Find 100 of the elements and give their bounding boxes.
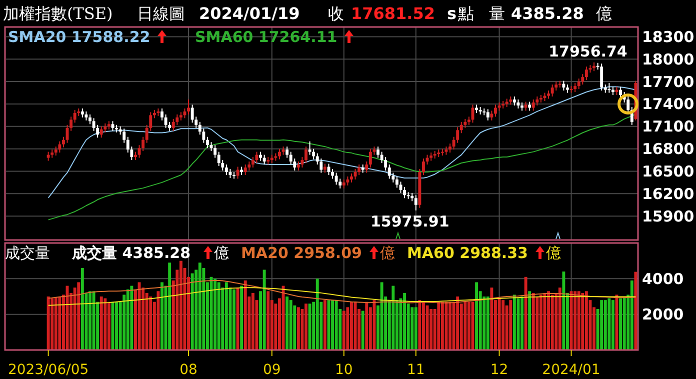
text: 量 bbox=[489, 4, 505, 23]
annotation: 17956.74 bbox=[548, 42, 628, 60]
bar bbox=[422, 302, 425, 350]
x-tick-label: 2024/01 bbox=[542, 362, 600, 378]
candlestick bbox=[368, 148, 372, 168]
bar bbox=[437, 302, 440, 350]
candlestick bbox=[414, 194, 418, 211]
bar bbox=[536, 296, 539, 350]
candlestick bbox=[581, 74, 584, 86]
x-tick-label: 11 bbox=[406, 362, 425, 378]
series-label: 成交量 4385.28 bbox=[71, 244, 191, 262]
line-series bbox=[48, 287, 636, 306]
bar bbox=[574, 291, 577, 350]
bar bbox=[304, 304, 308, 350]
candlestick bbox=[403, 186, 406, 199]
bar bbox=[168, 262, 172, 350]
y-tick-label: 16500 bbox=[642, 162, 694, 180]
x-tick-label: 2023/06/05 bbox=[8, 362, 89, 378]
y-tick-label: 18300 bbox=[642, 28, 694, 46]
bar bbox=[107, 302, 110, 350]
y-tick-label: 18000 bbox=[642, 50, 694, 68]
bar bbox=[266, 291, 270, 350]
candlestick bbox=[88, 114, 92, 125]
text: 收 bbox=[328, 4, 344, 23]
bar bbox=[464, 302, 467, 350]
bar bbox=[115, 302, 118, 350]
candlestick bbox=[58, 140, 62, 154]
bar bbox=[126, 289, 130, 350]
candlestick bbox=[300, 156, 304, 168]
x-tick-label: 10 bbox=[334, 362, 353, 378]
bar bbox=[217, 282, 220, 350]
y-tick-label: 15900 bbox=[642, 207, 694, 226]
bar bbox=[308, 304, 312, 350]
candlestick bbox=[187, 98, 190, 115]
candlestick bbox=[608, 82, 611, 94]
candlestick bbox=[224, 164, 228, 176]
bar bbox=[380, 282, 384, 350]
bar bbox=[160, 282, 164, 350]
bar bbox=[581, 292, 584, 350]
bar bbox=[600, 300, 604, 350]
y-tick-label: 17700 bbox=[642, 72, 694, 91]
bar bbox=[88, 291, 92, 350]
candlestick bbox=[532, 98, 535, 112]
bar bbox=[334, 300, 338, 350]
candlestick bbox=[486, 108, 490, 121]
bar bbox=[296, 307, 300, 350]
candlestick bbox=[236, 166, 240, 180]
candlestick bbox=[490, 110, 494, 121]
bar bbox=[528, 291, 532, 350]
bar bbox=[232, 289, 236, 350]
bar bbox=[50, 298, 54, 350]
bar bbox=[475, 282, 478, 350]
bar bbox=[350, 302, 353, 350]
bar bbox=[539, 294, 542, 350]
candlestick bbox=[562, 80, 566, 92]
bar bbox=[156, 291, 160, 350]
bar bbox=[289, 300, 292, 350]
bar bbox=[104, 298, 107, 350]
chart-title: 加權指數(TSE) bbox=[3, 4, 113, 23]
bar bbox=[440, 302, 444, 350]
bar bbox=[509, 300, 512, 350]
candlestick bbox=[62, 136, 65, 148]
bar bbox=[251, 292, 254, 350]
text: s bbox=[447, 4, 457, 23]
bar bbox=[323, 300, 326, 350]
candlestick bbox=[160, 108, 164, 121]
bar bbox=[524, 276, 528, 350]
bar bbox=[456, 296, 460, 350]
bar bbox=[100, 296, 103, 350]
bar bbox=[608, 298, 611, 350]
bar bbox=[224, 282, 228, 350]
bar bbox=[410, 307, 414, 350]
bar bbox=[584, 291, 588, 350]
y-tick-label: 4000 bbox=[642, 270, 684, 288]
bar bbox=[512, 294, 516, 350]
bar bbox=[619, 298, 622, 350]
bar bbox=[467, 302, 470, 350]
bar bbox=[80, 268, 84, 350]
bar bbox=[262, 270, 266, 350]
candlestick bbox=[365, 161, 368, 174]
y-tick-label: 17400 bbox=[642, 95, 694, 114]
bar bbox=[486, 296, 490, 350]
bar bbox=[392, 286, 395, 350]
bar bbox=[240, 286, 244, 350]
bar bbox=[77, 282, 80, 350]
candlestick bbox=[122, 128, 126, 144]
y-tick-label: 16800 bbox=[642, 140, 694, 158]
candlestick bbox=[262, 154, 266, 166]
candlestick bbox=[214, 144, 217, 158]
candlestick bbox=[460, 121, 463, 134]
candlestick bbox=[308, 140, 312, 156]
bar bbox=[502, 300, 505, 350]
text: 億 bbox=[596, 4, 612, 23]
candlestick bbox=[550, 84, 554, 98]
bar bbox=[520, 296, 524, 350]
y-tick-label: 2000 bbox=[642, 306, 684, 324]
bar bbox=[562, 272, 566, 350]
candlestick bbox=[217, 151, 220, 167]
bar bbox=[611, 300, 614, 350]
bar bbox=[403, 292, 406, 350]
